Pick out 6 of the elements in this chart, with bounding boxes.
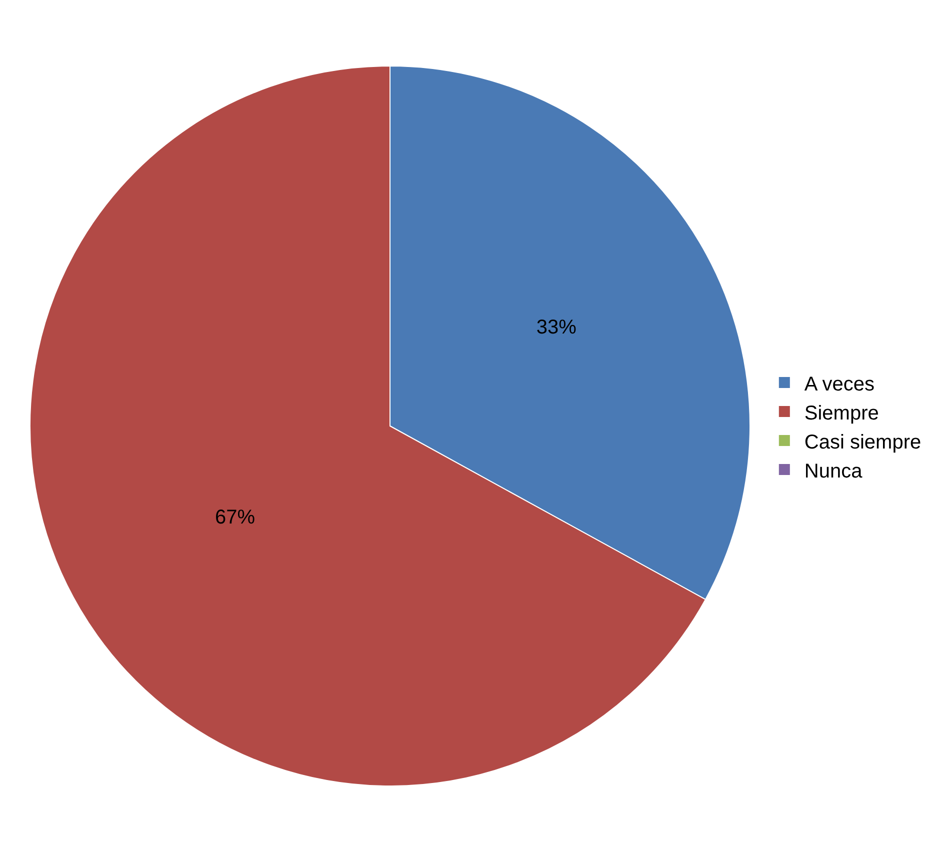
data-label: 33% xyxy=(536,316,577,339)
data-label: 67% xyxy=(214,506,256,529)
legend-label: A veces xyxy=(804,373,874,396)
legend-label: Siempre xyxy=(804,402,879,424)
legend-label: Nunca xyxy=(804,460,864,482)
legend-label: Casi siempre xyxy=(804,431,922,454)
